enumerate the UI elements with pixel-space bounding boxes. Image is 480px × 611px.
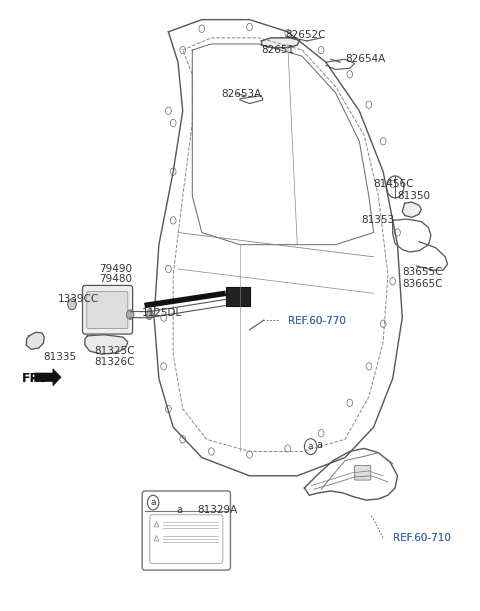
Circle shape [390, 277, 396, 285]
Circle shape [161, 314, 167, 321]
Circle shape [380, 137, 386, 145]
Text: 81329A: 81329A [197, 505, 237, 516]
Text: 83665C: 83665C [402, 279, 443, 289]
Text: 81353: 81353 [362, 215, 395, 225]
Circle shape [199, 25, 204, 32]
FancyBboxPatch shape [355, 466, 371, 480]
Circle shape [347, 71, 353, 78]
Circle shape [68, 299, 76, 310]
Circle shape [304, 439, 317, 455]
Text: a: a [150, 498, 156, 507]
Text: 83655C: 83655C [402, 267, 443, 277]
Circle shape [180, 436, 186, 443]
Text: REF.60-710: REF.60-710 [393, 533, 451, 543]
Text: 82652C: 82652C [285, 30, 326, 40]
Text: 82654A: 82654A [345, 54, 385, 64]
Text: 81325C: 81325C [95, 346, 135, 356]
Circle shape [166, 265, 171, 273]
Circle shape [170, 168, 176, 175]
Text: 82651: 82651 [262, 45, 295, 55]
Text: 79490: 79490 [99, 264, 132, 274]
Text: a: a [308, 442, 313, 451]
Circle shape [347, 399, 353, 406]
Text: a: a [177, 505, 182, 516]
Text: 79480: 79480 [99, 274, 132, 284]
Text: 81326C: 81326C [95, 357, 135, 367]
Polygon shape [262, 38, 300, 48]
Circle shape [166, 107, 171, 114]
Circle shape [145, 310, 153, 320]
Circle shape [285, 29, 290, 37]
Text: REF.60-770: REF.60-770 [288, 316, 346, 326]
FancyBboxPatch shape [142, 491, 230, 570]
Text: 82653A: 82653A [221, 89, 261, 99]
Polygon shape [26, 332, 44, 349]
Circle shape [366, 363, 372, 370]
Circle shape [126, 310, 134, 320]
Text: 1125DL: 1125DL [142, 308, 182, 318]
Circle shape [366, 101, 372, 108]
Circle shape [380, 320, 386, 327]
FancyBboxPatch shape [87, 291, 128, 329]
FancyBboxPatch shape [83, 285, 132, 334]
Polygon shape [85, 335, 128, 354]
Polygon shape [226, 287, 250, 306]
Circle shape [208, 448, 214, 455]
Circle shape [161, 363, 167, 370]
Polygon shape [35, 369, 61, 386]
Circle shape [247, 451, 252, 458]
Circle shape [170, 217, 176, 224]
Text: 81350: 81350 [397, 191, 431, 201]
Text: 81335: 81335 [43, 352, 76, 362]
Circle shape [395, 229, 400, 236]
Text: REF.60-710: REF.60-710 [393, 533, 451, 543]
FancyBboxPatch shape [150, 514, 223, 563]
Circle shape [318, 46, 324, 54]
Text: FR.: FR. [22, 372, 45, 385]
Circle shape [285, 445, 290, 452]
Circle shape [318, 430, 324, 437]
Circle shape [170, 119, 176, 126]
Text: 81456C: 81456C [373, 179, 414, 189]
Text: REF.60-770: REF.60-770 [288, 316, 346, 326]
Circle shape [180, 46, 186, 54]
Circle shape [247, 23, 252, 31]
Circle shape [166, 405, 171, 412]
Text: a: a [316, 441, 323, 450]
Text: 1339CC: 1339CC [58, 295, 99, 304]
Polygon shape [402, 202, 421, 218]
Circle shape [390, 180, 396, 188]
